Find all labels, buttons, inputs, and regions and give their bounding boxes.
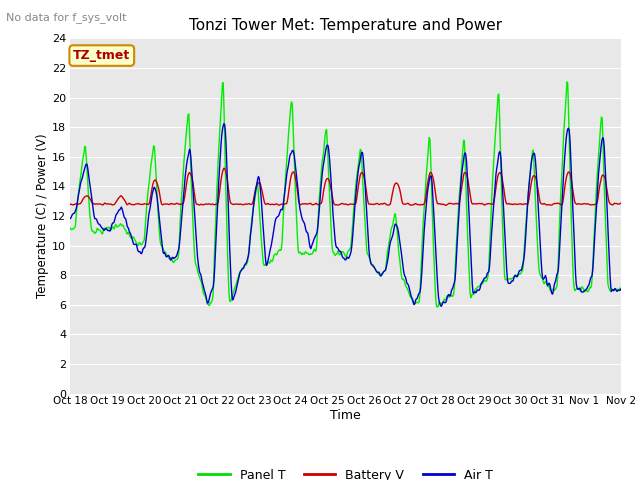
Text: No data for f_sys_volt: No data for f_sys_volt xyxy=(6,12,127,23)
Legend: Panel T, Battery V, Air T: Panel T, Battery V, Air T xyxy=(193,464,498,480)
Title: Tonzi Tower Met: Temperature and Power: Tonzi Tower Met: Temperature and Power xyxy=(189,18,502,33)
Text: TZ_tmet: TZ_tmet xyxy=(73,49,131,62)
Y-axis label: Temperature (C) / Power (V): Temperature (C) / Power (V) xyxy=(36,134,49,298)
X-axis label: Time: Time xyxy=(330,409,361,422)
